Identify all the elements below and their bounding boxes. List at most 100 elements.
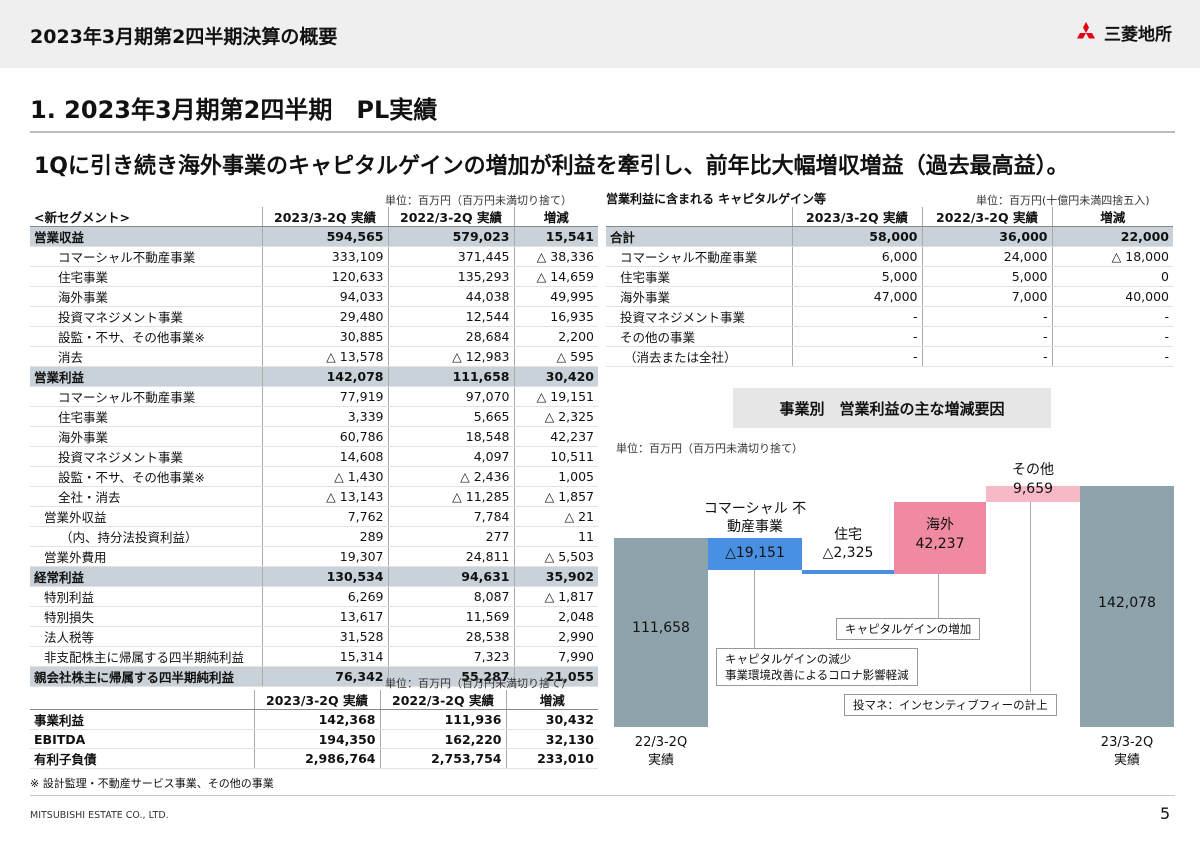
pl-unit-note: 単位：百万円（百万円未満切り捨て） [385, 194, 572, 207]
cell-value: 60,786 [261, 426, 388, 447]
row-label: 全社・消去 [30, 486, 262, 507]
row-label: 親会社株主に帰属する四半期純利益 [30, 666, 262, 687]
footnote: ※ 設計監理・不動産サービス事業、その他の事業 [30, 777, 274, 790]
row-label: 海外事業 [30, 286, 262, 307]
cell-value: 194,350 [253, 729, 380, 749]
row-label: （消去または全社） [606, 346, 792, 367]
row-label: 住宅事業 [30, 266, 262, 287]
cell-value: 32,130 [505, 729, 598, 749]
cell-value: 11,569 [387, 606, 514, 627]
cell-value: △ 1,817 [513, 586, 598, 607]
cell-value: 289 [261, 526, 388, 547]
pl-header-change: 増減 [513, 207, 598, 227]
cell-value: - [921, 306, 1052, 327]
table-row: EBITDA 194,350 162,220 32,130 [30, 729, 598, 749]
cell-value: 3,339 [261, 406, 388, 427]
pl-header-segment: <新セグメント> [30, 207, 262, 227]
cell-value: △ 19,151 [513, 386, 598, 407]
cell-value: 94,033 [261, 286, 388, 307]
bar-other [986, 486, 1080, 502]
cell-value: 2,200 [513, 326, 598, 347]
headline: 1Qに引き続き海外事業のキャピタルゲインの増加が利益を牽引し、前年比大幅増収増益… [34, 154, 1069, 179]
connector-other [1030, 502, 1031, 692]
cell-value: - [921, 326, 1052, 347]
table-row: 営業外収益 7,762 7,784 △ 21 [30, 506, 598, 527]
row-label: 営業収益 [30, 226, 262, 247]
row-label: 設監・不サ、その他事業※ [30, 326, 262, 347]
table-row: 住宅事業 3,339 5,665 △ 2,325 [30, 406, 598, 427]
bar-overseas-name: 海外 [926, 517, 954, 533]
bar-other-value: 9,659 [1012, 481, 1054, 497]
row-label: 海外事業 [30, 426, 262, 447]
bar-housing [802, 570, 894, 574]
cell-value: △ 1,430 [261, 466, 388, 487]
table-row: 全社・消去 △ 13,143 △ 11,285 △ 1,857 [30, 486, 598, 507]
row-label: その他の事業 [606, 326, 792, 347]
row-label: 特別利益 [30, 586, 262, 607]
cell-value: 21,055 [513, 666, 598, 687]
bar-commercial-name: コマーシャル 不動産事業 [703, 501, 807, 535]
annotation-cg-decrease-line1: キャピタルゲインの減少 [725, 652, 852, 666]
cell-value: △ 12,983 [387, 346, 514, 367]
cell-value: 5,000 [921, 266, 1052, 287]
table-row: 消去 △ 13,578 △ 12,983 △ 595 [30, 346, 598, 367]
kpi-table-header: 2023/3-2Q 実績 2022/3-2Q 実績 増減 [30, 690, 598, 710]
pl-header-current: 2023/3-2Q 実績 [261, 207, 388, 227]
cell-value: 44,038 [387, 286, 514, 307]
cell-value: 111,936 [379, 709, 506, 730]
bar-housing-name: 住宅 [834, 527, 862, 543]
cell-value: - [1051, 326, 1173, 347]
cell-value: 24,000 [921, 246, 1052, 267]
cell-value: 36,000 [921, 226, 1052, 247]
cell-value: 30,885 [261, 326, 388, 347]
row-label: 事業利益 [30, 709, 254, 730]
cell-value: 55,287 [387, 666, 514, 687]
cell-value: 15,314 [261, 646, 388, 667]
table-row: 営業収益 594,565 579,023 15,541 [30, 226, 598, 247]
cell-value: 2,048 [513, 606, 598, 627]
connector-commercial [754, 570, 755, 648]
cg-header-prior: 2022/3-2Q 実績 [921, 207, 1052, 227]
pl-table-header: <新セグメント> 2023/3-2Q 実績 2022/3-2Q 実績 増減 [30, 207, 598, 227]
row-label: 投資マネジメント事業 [30, 306, 262, 327]
table-row: その他の事業 - - - [606, 326, 1173, 347]
kpi-header-current: 2023/3-2Q 実績 [253, 690, 380, 710]
bar-start-value: 111,658 [632, 620, 690, 636]
kpi-header-prior: 2022/3-2Q 実績 [379, 690, 506, 710]
bar-end-value: 142,078 [1098, 595, 1156, 611]
cell-value: 58,000 [791, 226, 922, 247]
cell-value: - [921, 346, 1052, 367]
cell-value: 29,480 [261, 306, 388, 327]
cell-value: 579,023 [387, 226, 514, 247]
cell-value: 10,511 [513, 446, 598, 467]
row-label: EBITDA [30, 729, 254, 749]
cell-value: 15,541 [513, 226, 598, 247]
cell-value: △ 14,659 [513, 266, 598, 287]
cell-value: 1,005 [513, 466, 598, 487]
cell-value: - [791, 306, 922, 327]
chart-unit-note: 単位：百万円（百万円未満切り捨て） [616, 442, 803, 455]
row-label: 非支配株主に帰属する四半期純利益 [30, 646, 262, 667]
cell-value: 30,432 [505, 709, 598, 730]
table-row: 海外事業 60,786 18,548 42,237 [30, 426, 598, 447]
cell-value: 47,000 [791, 286, 922, 307]
kpi-unit-note: 単位：百万円（百万円未満切り捨て） [385, 677, 572, 690]
bar-housing-value: △2,325 [822, 545, 874, 561]
cell-value: 22,000 [1051, 226, 1173, 247]
cell-value: 333,109 [261, 246, 388, 267]
row-label: 投資マネジメント事業 [606, 306, 792, 327]
table-row: 親会社株主に帰属する四半期純利益 76,342 55,287 21,055 [30, 666, 598, 687]
row-label: 営業外収益 [30, 506, 262, 527]
bar-overseas-value: 42,237 [915, 536, 965, 552]
table-row: 投資マネジメント事業 29,480 12,544 16,935 [30, 306, 598, 327]
table-row: 海外事業 94,033 44,038 49,995 [30, 286, 598, 307]
cg-table-header: 2023/3-2Q 実績 2022/3-2Q 実績 増減 [606, 207, 1173, 227]
cg-table: 2023/3-2Q 実績 2022/3-2Q 実績 増減 合計 58,000 36,… [606, 207, 1173, 367]
cg-header-change: 増減 [1051, 207, 1173, 227]
row-label: 住宅事業 [30, 406, 262, 427]
table-row: 海外事業 47,000 7,000 40,000 [606, 286, 1173, 307]
table-row: 特別損失 13,617 11,569 2,048 [30, 606, 598, 627]
three-diamonds-icon [1077, 21, 1095, 38]
row-label: （内、持分法投資利益） [30, 526, 262, 547]
table-row: 非支配株主に帰属する四半期純利益 15,314 7,323 7,990 [30, 646, 598, 667]
